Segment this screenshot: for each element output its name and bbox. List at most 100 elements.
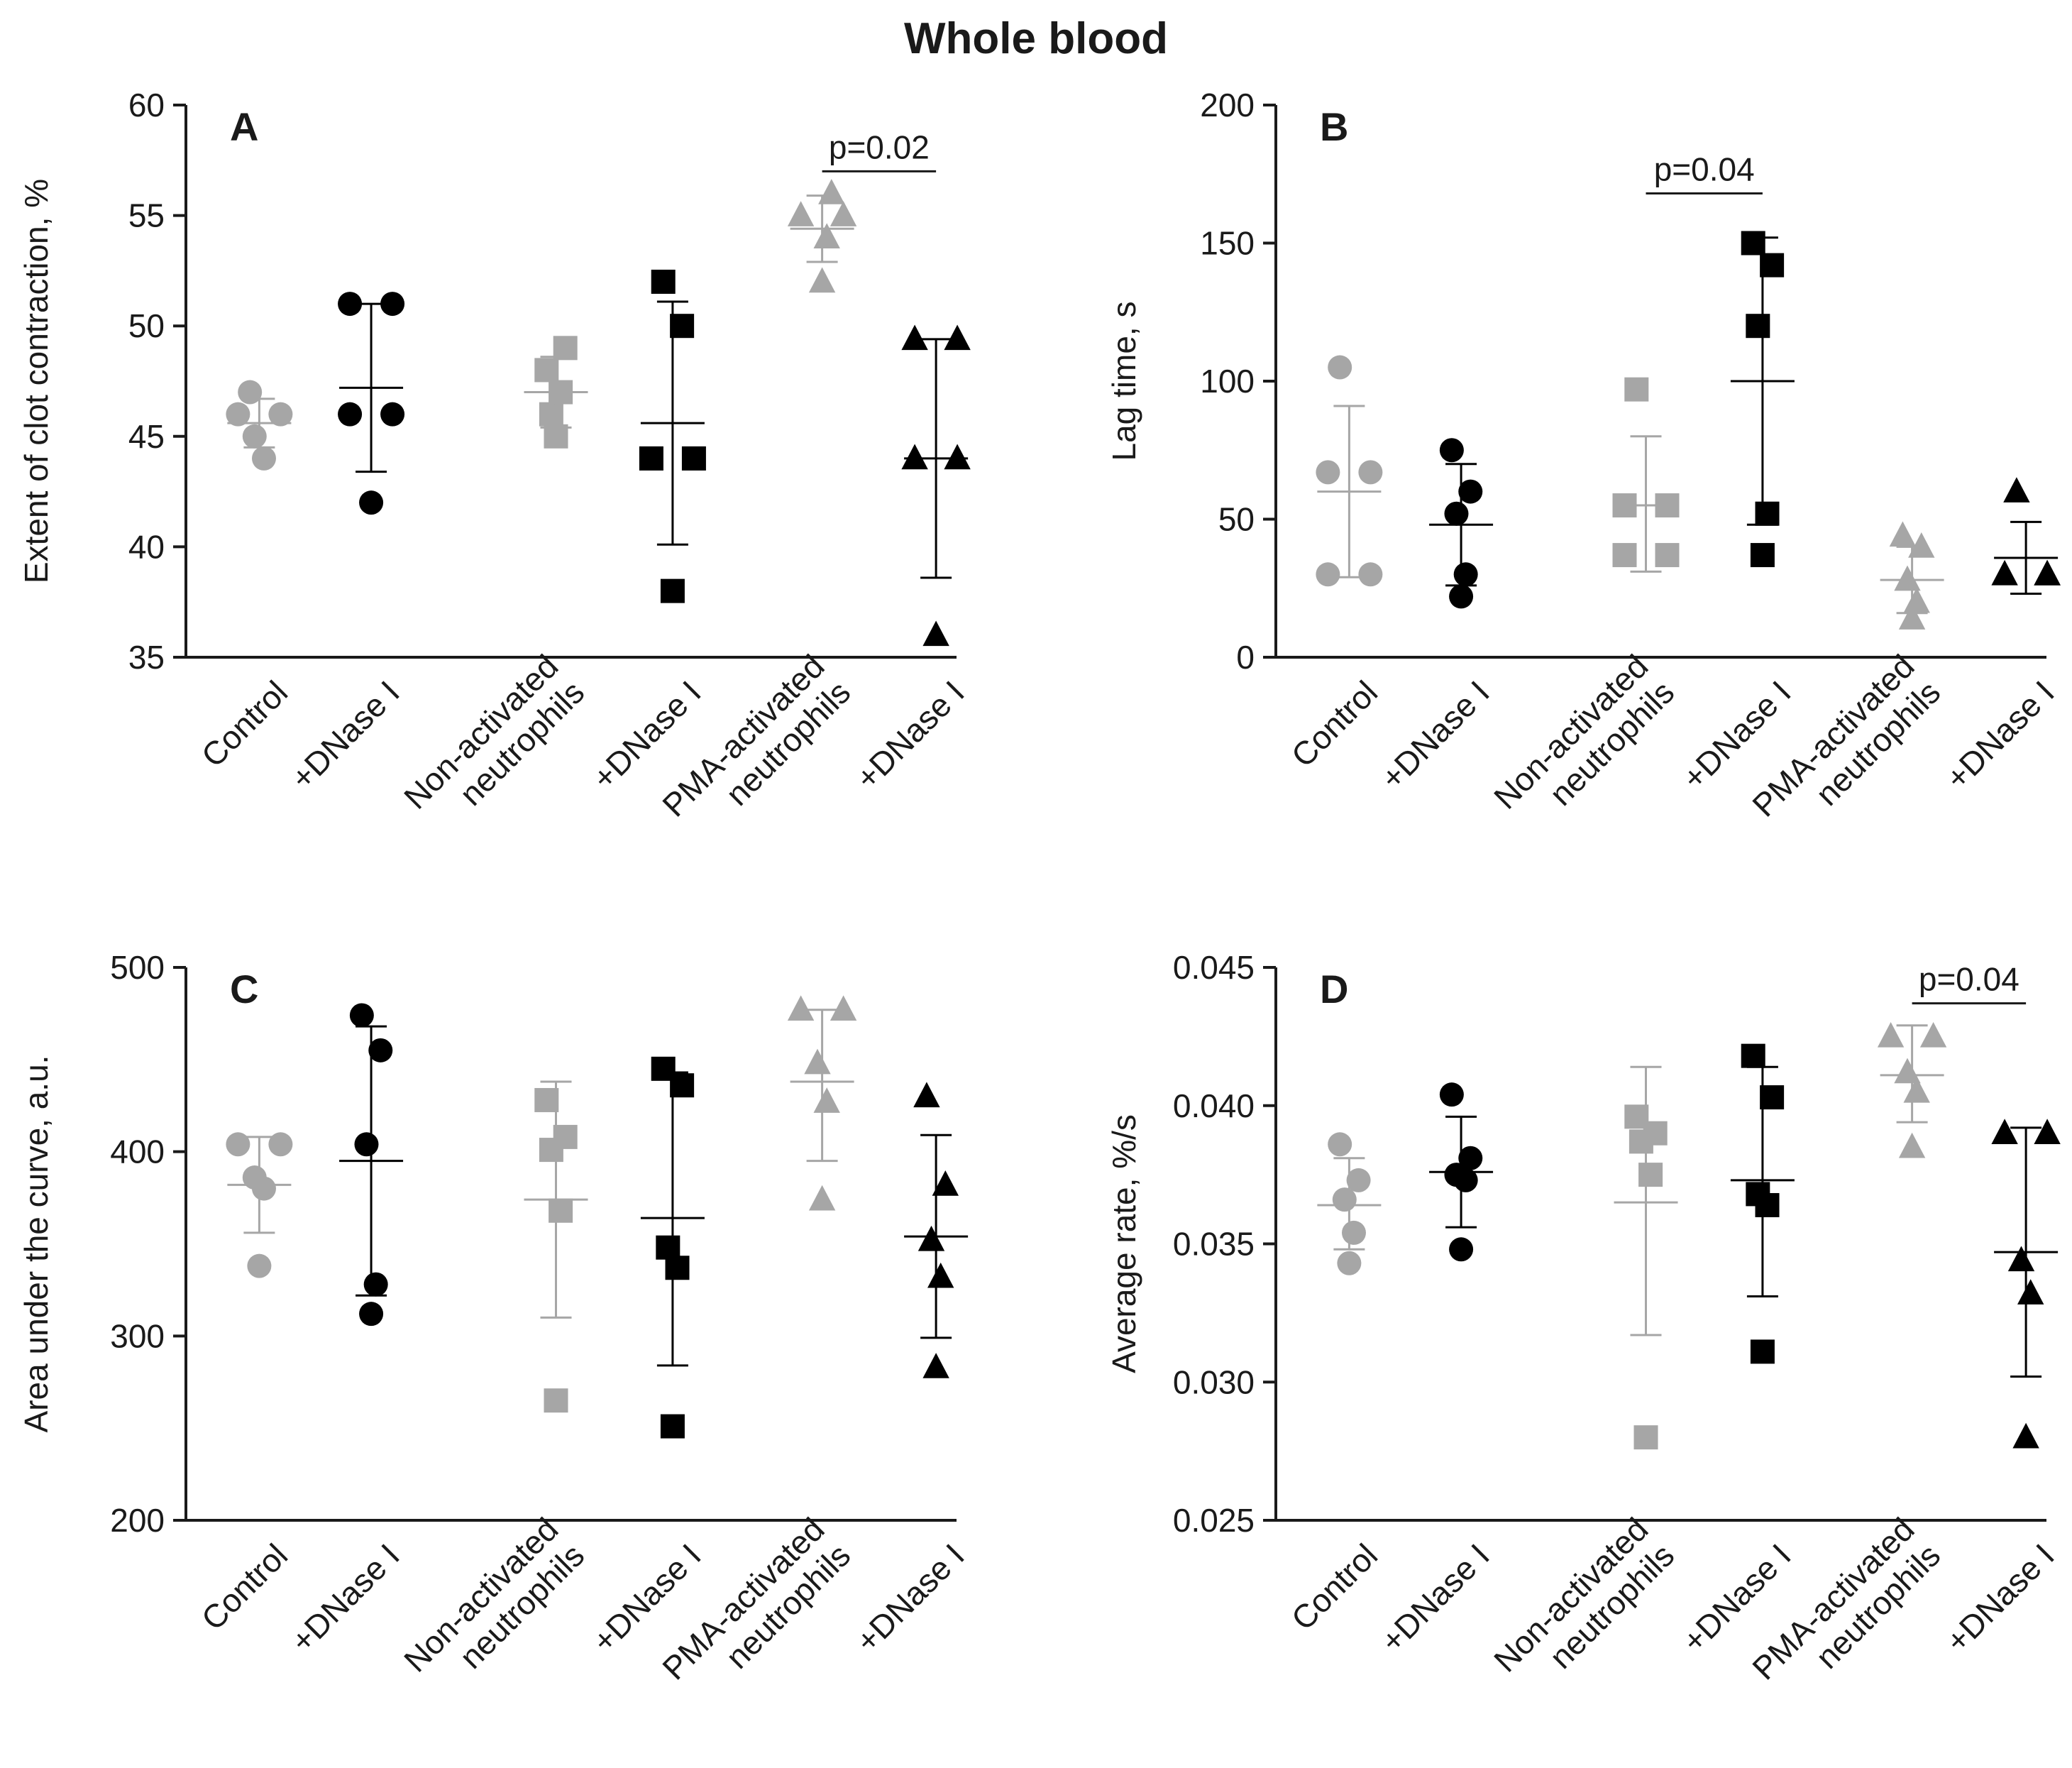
- data-point: [242, 424, 267, 449]
- data-point: [1919, 1021, 1947, 1048]
- category-label: Non-activatedneutrophils: [1487, 1510, 1681, 1705]
- data-point: [534, 1087, 559, 1112]
- data-point: [917, 1225, 945, 1251]
- data-point: [670, 314, 695, 339]
- data-point: [1449, 1237, 1474, 1262]
- data-point: [830, 201, 857, 226]
- category-label: +DNase I: [1374, 674, 1497, 796]
- data-point: [1894, 565, 1921, 591]
- data-point: [1903, 1077, 1930, 1103]
- data-point: [922, 1353, 949, 1378]
- data-point: [901, 324, 928, 351]
- group-6: [1991, 1119, 2061, 1449]
- data-point: [2012, 1422, 2039, 1449]
- data-point: [1458, 1146, 1483, 1170]
- data-point: [380, 292, 405, 317]
- data-point: [1991, 559, 2018, 586]
- data-point: [1337, 1251, 1362, 1275]
- data-point: [656, 1235, 680, 1260]
- data-point: [1889, 521, 1917, 547]
- data-point: [1458, 479, 1483, 504]
- data-point: [813, 223, 840, 249]
- y-tick-label: 150: [1200, 225, 1255, 262]
- y-tick-label: 50: [1218, 501, 1255, 538]
- data-point: [1760, 1085, 1785, 1110]
- data-point: [2007, 1246, 2035, 1272]
- data-point: [1316, 460, 1340, 485]
- category-label: +DNase I: [284, 674, 407, 796]
- data-point: [681, 446, 706, 471]
- data-point: [368, 1038, 393, 1063]
- data-point: [660, 578, 685, 603]
- data-point: [787, 201, 815, 226]
- group-5: [787, 995, 857, 1211]
- data-point: [1332, 1187, 1357, 1212]
- data-point: [247, 1253, 272, 1278]
- data-point: [268, 402, 293, 427]
- category-label: Non-activatedneutrophils: [397, 1510, 591, 1705]
- category-label: +DNase I: [1374, 1537, 1497, 1659]
- data-point: [534, 358, 559, 383]
- data-point: [1328, 355, 1352, 380]
- data-point: [670, 1073, 695, 1098]
- y-tick-label: 500: [110, 949, 165, 986]
- y-axis-title: Lag time, s: [1106, 302, 1142, 461]
- y-tick-label: 50: [128, 307, 165, 344]
- group-6: [1991, 477, 2061, 595]
- y-tick-label: 0.040: [1173, 1087, 1255, 1124]
- group-4: [1730, 1043, 1795, 1364]
- data-point: [549, 1198, 573, 1223]
- data-point: [1439, 1082, 1464, 1107]
- group-6: [901, 324, 971, 647]
- category-label: Control: [194, 1537, 295, 1637]
- data-point: [787, 995, 815, 1021]
- y-axis-title: Average rate, %/s: [1106, 1114, 1142, 1373]
- data-point: [1358, 460, 1383, 485]
- data-point: [665, 1256, 690, 1280]
- category-label: +DNase I: [1939, 674, 2061, 796]
- data-point: [813, 1087, 840, 1113]
- data-point: [539, 402, 563, 427]
- data-point: [1439, 438, 1464, 463]
- y-tick-label: 0: [1236, 639, 1255, 676]
- y-tick-label: 60: [128, 87, 165, 123]
- category-label: +DNase I: [284, 1537, 407, 1659]
- data-point: [1341, 1220, 1366, 1245]
- data-point: [1624, 377, 1649, 402]
- data-point: [354, 1132, 379, 1157]
- data-point: [1760, 253, 1785, 278]
- group-5: [787, 179, 857, 293]
- data-point: [1755, 501, 1780, 526]
- p-value-label: p=0.04: [1919, 961, 2019, 998]
- figure-title: Whole blood: [904, 14, 1168, 63]
- data-point: [808, 267, 836, 293]
- data-point: [1633, 1425, 1658, 1450]
- y-tick-label: 0.045: [1173, 949, 1255, 986]
- data-point: [380, 402, 405, 427]
- data-point: [1991, 1119, 2018, 1144]
- data-point: [944, 444, 971, 470]
- data-point: [1898, 604, 1926, 630]
- y-axis-title: Extent of clot contraction, %: [18, 179, 55, 583]
- data-point: [363, 1272, 388, 1297]
- group-2: [339, 1003, 404, 1327]
- panel-letter: D: [1320, 967, 1348, 1011]
- data-point: [651, 269, 676, 294]
- data-point: [251, 446, 276, 471]
- y-tick-label: 400: [110, 1133, 165, 1170]
- data-point: [359, 490, 384, 515]
- data-point: [1750, 1339, 1775, 1364]
- data-point: [944, 324, 971, 351]
- data-point: [2003, 477, 2030, 503]
- p-value-label: p=0.04: [1654, 150, 1755, 187]
- y-tick-label: 45: [128, 418, 165, 455]
- group-4: [639, 269, 706, 603]
- group-3: [524, 1080, 588, 1413]
- data-point: [1903, 587, 1930, 613]
- data-point: [251, 1176, 276, 1201]
- data-point: [338, 402, 363, 427]
- data-point: [1750, 543, 1775, 568]
- data-point: [1449, 584, 1474, 609]
- panel-d: 0.025 0.030 0.035 0.040 0.045 Average rate, %…: [1106, 949, 2061, 1705]
